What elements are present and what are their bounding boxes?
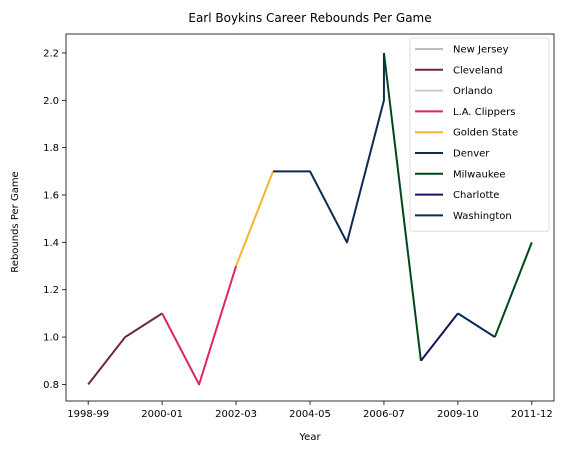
x-axis: 1998-99 2000-01 2002-03 2004-05 2006-07 2009-… bbox=[67, 401, 553, 420]
legend-label: Charlotte bbox=[453, 190, 499, 201]
y-tick-label: 1.4 bbox=[43, 238, 59, 249]
series-line-7 bbox=[420, 312, 459, 362]
y-axis-label: Rebounds Per Game bbox=[10, 171, 21, 272]
series-line-5 bbox=[273, 52, 385, 244]
legend-label: New Jersey bbox=[453, 45, 509, 56]
y-tick-label: 1.8 bbox=[43, 143, 59, 154]
legend-label: Cleveland bbox=[453, 65, 503, 76]
legend-label: Orlando bbox=[453, 86, 493, 97]
y-tick-label: 1.2 bbox=[43, 285, 59, 296]
legend-label: Washington bbox=[453, 211, 512, 222]
x-tick-label: 2002-03 bbox=[215, 409, 257, 420]
legend-label: Golden State bbox=[453, 128, 518, 139]
x-axis-label: Year bbox=[298, 432, 321, 443]
legend-label: L.A. Clippers bbox=[453, 107, 515, 118]
chart-title: Earl Boykins Career Rebounds Per Game bbox=[188, 11, 431, 25]
legend: New Jersey Cleveland Orlando L.A. Clippers G… bbox=[409, 37, 550, 232]
series-line-1 bbox=[87, 312, 163, 386]
y-tick-label: 1.6 bbox=[43, 191, 59, 202]
series-line-4 bbox=[235, 170, 274, 267]
x-tick-label: 1998-99 bbox=[67, 409, 109, 420]
x-tick-label: 2004-05 bbox=[289, 409, 331, 420]
legend-box bbox=[409, 37, 550, 232]
series-line-3 bbox=[161, 265, 238, 386]
legend-label: Denver bbox=[453, 149, 490, 160]
y-tick-label: 0.8 bbox=[43, 380, 59, 391]
series-line-6 bbox=[382, 52, 422, 361]
x-tick-label: 2006-07 bbox=[363, 409, 405, 420]
y-tick-label: 2.0 bbox=[43, 96, 59, 107]
series-line-9 bbox=[493, 241, 533, 338]
x-tick-label: 2011-12 bbox=[511, 409, 553, 420]
y-tick-label: 1.0 bbox=[43, 333, 59, 344]
x-tick-label: 2000-01 bbox=[141, 409, 183, 420]
x-tick-label: 2009-10 bbox=[437, 409, 479, 420]
series-line-8 bbox=[457, 312, 496, 338]
y-tick-label: 2.2 bbox=[43, 48, 59, 59]
legend-label: Milwaukee bbox=[453, 169, 506, 180]
y-axis: 0.8 1.0 1.2 1.4 1.6 1.8 2.0 2.2 bbox=[43, 48, 66, 391]
